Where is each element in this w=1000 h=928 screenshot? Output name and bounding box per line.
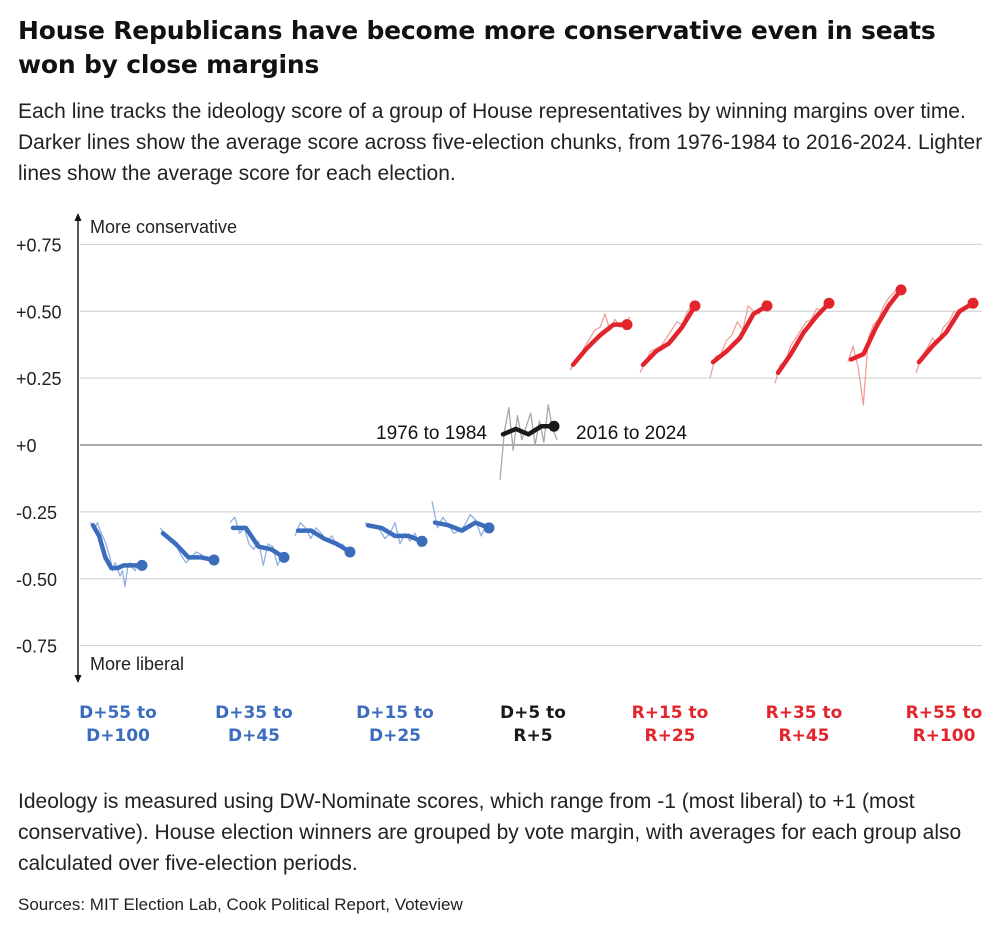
group-label-line1: D+55 to	[79, 703, 157, 723]
group-label-line1: D+5 to	[500, 703, 566, 723]
y-axis: More conservative More liberal	[74, 213, 237, 683]
endpoint-marker	[344, 546, 356, 558]
group-labels: D+55 to D+100 D+35 to D+45 D+15 to D+25 D+5 to…	[79, 703, 982, 746]
average-score-line	[570, 322, 630, 368]
annual-score-line	[431, 501, 493, 537]
series-lines	[89, 284, 979, 588]
y-tick-label: +0.25	[16, 369, 62, 389]
y-tick-label: -0.25	[16, 503, 57, 523]
footnote: Ideology is measured using DW-Nominate s…	[18, 790, 962, 875]
average-score-line	[640, 303, 698, 368]
y-tick-label: +0.75	[16, 235, 62, 255]
endpoint-marker	[823, 297, 835, 309]
group-label-line1: R+35 to	[766, 703, 843, 723]
chart-subtitle: Each line tracks the ideology score of a…	[18, 100, 983, 185]
group-label-line2: D+100	[86, 726, 150, 746]
annual-score-line	[229, 516, 288, 567]
endpoint-marker	[483, 522, 495, 534]
y-tick-label: +0	[16, 436, 37, 456]
arrow-down-icon	[74, 675, 82, 683]
average-score-line	[432, 520, 492, 533]
chart-title: House Republicans have become more conse…	[18, 16, 936, 79]
annual-score-line	[569, 313, 631, 371]
endpoint-marker	[548, 420, 560, 432]
y-tick-label: +0.50	[16, 302, 62, 322]
annual-score-line	[847, 286, 905, 406]
annual-score-line	[499, 404, 558, 480]
group-label-line2: D+25	[369, 726, 421, 746]
group-label-line2: D+45	[228, 726, 280, 746]
endpoint-marker	[967, 297, 979, 309]
arrow-up-icon	[74, 213, 82, 221]
endpoint-marker	[895, 284, 907, 296]
ideology-chart: +0.75 +0.50 +0.25 +0 -0.25 -0.50 -0.75 More co…	[16, 213, 982, 746]
endpoint-marker	[689, 300, 701, 312]
average-score-line	[90, 523, 145, 571]
y-tick-label: -0.75	[16, 637, 57, 657]
average-score-line	[295, 528, 353, 555]
average-score-line	[848, 287, 904, 362]
average-score-line	[230, 525, 287, 560]
average-score-line	[710, 303, 770, 365]
group-label-line2: R+100	[913, 726, 976, 746]
y-top-annotation: More conservative	[90, 217, 237, 237]
sources: Sources: MIT Election Lab, Cook Politica…	[18, 895, 463, 914]
endpoint-marker	[136, 559, 148, 571]
period-end-label: 2016 to 2024	[576, 423, 687, 444]
average-score-line	[775, 300, 832, 376]
y-tick-label: -0.50	[16, 570, 57, 590]
group-label-line2: R+5	[513, 726, 552, 746]
group-label-line1: R+55 to	[906, 703, 983, 723]
endpoint-marker	[208, 554, 220, 566]
period-start-label: 1976 to 1984	[376, 423, 487, 444]
group-label-line1: R+15 to	[632, 703, 709, 723]
annual-score-line	[639, 302, 699, 374]
average-score-line	[500, 424, 557, 437]
endpoint-marker	[416, 535, 428, 547]
group-label-line2: R+25	[645, 726, 696, 746]
average-score-line	[916, 300, 976, 365]
y-bottom-annotation: More liberal	[90, 654, 184, 674]
endpoint-marker	[621, 319, 633, 331]
group-label-line1: D+35 to	[215, 703, 293, 723]
average-score-line	[365, 523, 425, 544]
group-label-line2: R+45	[779, 726, 830, 746]
endpoint-marker	[278, 551, 290, 563]
average-score-line	[160, 531, 217, 563]
annual-score-line	[774, 299, 833, 384]
gridlines: +0.75 +0.50 +0.25 +0 -0.25 -0.50 -0.75	[16, 235, 982, 657]
period-labels: 1976 to 1984 2016 to 2024	[376, 423, 687, 444]
group-label-line1: D+15 to	[356, 703, 434, 723]
endpoint-marker	[761, 300, 773, 312]
